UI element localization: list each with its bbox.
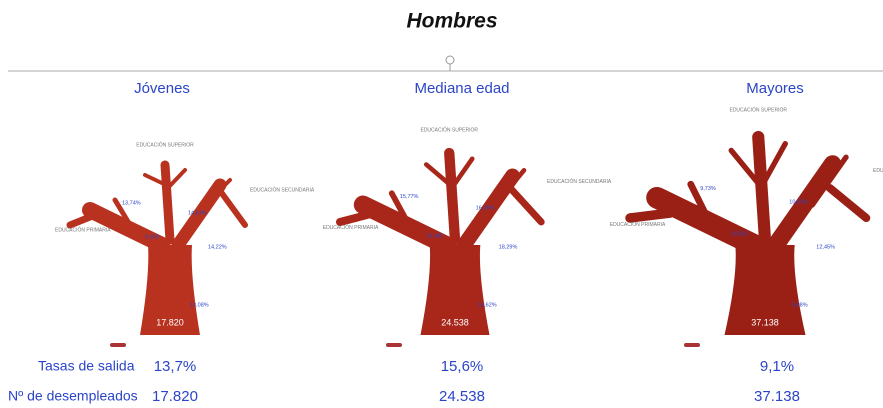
branch-label: 16,19% — [476, 206, 495, 212]
tree-branch — [830, 188, 866, 218]
ground-leaves — [386, 343, 402, 347]
group-heading: Mediana edad — [414, 80, 509, 97]
rate-value: 13,7% — [154, 358, 197, 375]
rate-value: 9,1% — [760, 358, 794, 375]
branch-label: 15,77% — [400, 194, 419, 200]
branch-label: 14,51% — [188, 210, 207, 216]
branch-label: 10,02% — [789, 199, 808, 205]
title: Hombres — [406, 10, 497, 33]
branch-label: 12,45% — [816, 244, 835, 250]
tree-branch — [340, 213, 375, 222]
group-heading: Jóvenes — [134, 80, 190, 97]
category-label: EDUCACIÓN SECUNDARIA — [250, 186, 315, 193]
branch-label: 13,74% — [122, 200, 141, 206]
unemployed-value: 17.820 — [152, 388, 198, 405]
tree-branch — [165, 165, 170, 240]
branch-label: 9,73% — [700, 186, 716, 192]
tree-branch — [510, 188, 541, 222]
category-label: EDUCACIÓN SUPERIOR — [420, 126, 478, 133]
branch-label: 5.260 — [145, 234, 159, 240]
unemployed-value: 37.138 — [754, 388, 800, 405]
trunk-label: 37.138 — [751, 317, 779, 327]
category-label: EDUCACIÓN SUPERIOR — [136, 141, 194, 148]
slide: Hombres Tasas de salida Nº de desemplead… — [0, 0, 883, 408]
category-label: EDUCACIÓN SUPERIOR — [729, 106, 787, 113]
rotate-handle — [446, 56, 454, 64]
branch-label: 13,08% — [190, 302, 209, 308]
trunk-label: 24.538 — [441, 317, 469, 327]
category-label: EDUCACIÓN SECUNDARIA — [873, 167, 883, 174]
trunk-label: 17.820 — [156, 317, 184, 327]
branch-label: 14,22% — [208, 244, 227, 250]
group-heading: Mayores — [746, 80, 804, 97]
tree-branch — [630, 213, 671, 218]
ground-leaves — [684, 343, 700, 347]
tree-branch — [449, 153, 455, 240]
branch-label: 5,08% — [792, 302, 808, 308]
category-label: EDUCACIÓN PRIMARIA — [55, 226, 111, 233]
category-label: EDUCACIÓN SECUNDARIA — [547, 178, 612, 185]
branch-label: 24.515 — [731, 232, 748, 238]
branch-label: 15,62% — [478, 302, 497, 308]
branch-label: 13.065 — [426, 233, 443, 239]
ground-leaves — [110, 343, 126, 347]
unemployed-value: 24.538 — [439, 388, 485, 405]
category-label: EDUCACIÓN PRIMARIA — [610, 221, 666, 228]
row-label: Nº de desempleados — [8, 388, 138, 404]
rate-value: 15,6% — [441, 358, 484, 375]
branch-label: 18,29% — [499, 244, 518, 250]
category-label: EDUCACIÓN PRIMARIA — [323, 224, 379, 231]
row-label: Tasas de salida — [38, 358, 135, 374]
tree-branch — [218, 188, 245, 225]
